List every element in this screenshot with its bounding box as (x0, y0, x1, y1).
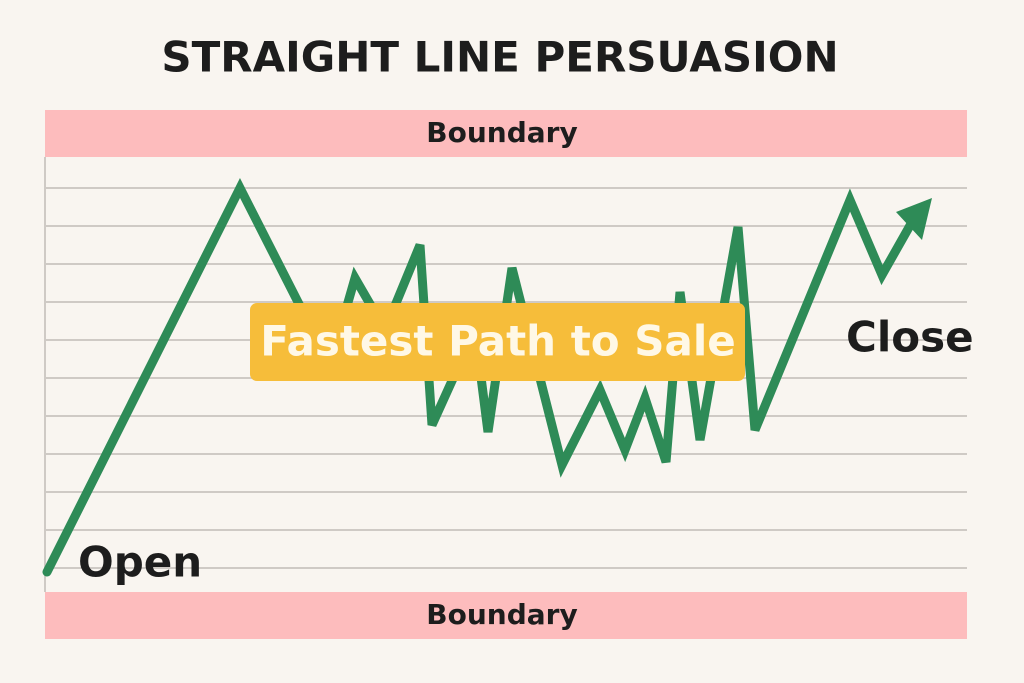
top-boundary (45, 110, 967, 157)
top-boundary-label: Boundary (426, 116, 577, 149)
bottom-boundary (45, 592, 967, 639)
title: STRAIGHT LINE PERSUASION (161, 33, 838, 82)
arrow-head (896, 198, 932, 240)
callout-text: Fastest Path to Sale (260, 317, 735, 366)
end-label: Close (846, 313, 974, 362)
start-label: Open (78, 538, 202, 587)
callout-box (250, 303, 745, 381)
bottom-boundary-label: Boundary (426, 598, 577, 631)
